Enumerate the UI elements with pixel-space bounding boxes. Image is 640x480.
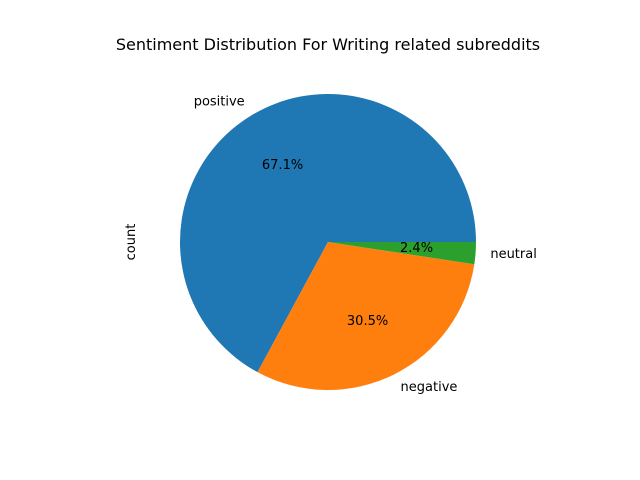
pie-labels: positive 67.1% negative 30.5% neutral 2.4% [194, 95, 537, 396]
pie-slice-neutral [328, 242, 476, 265]
pie-slice-negative [257, 242, 475, 391]
chart-title: Sentiment Distribution For Writing relat… [116, 35, 540, 54]
slice-label-positive: positive [194, 95, 245, 110]
slice-percent-negative: 30.5% [347, 314, 388, 329]
slice-label-neutral: neutral [490, 247, 537, 262]
y-axis-label: count [124, 224, 139, 261]
slice-percent-neutral: 2.4% [400, 241, 433, 256]
pie-slice-positive [180, 94, 476, 373]
pie-slices [180, 94, 476, 391]
slice-percent-positive: 67.1% [262, 158, 303, 173]
slice-label-negative: negative [401, 380, 458, 395]
